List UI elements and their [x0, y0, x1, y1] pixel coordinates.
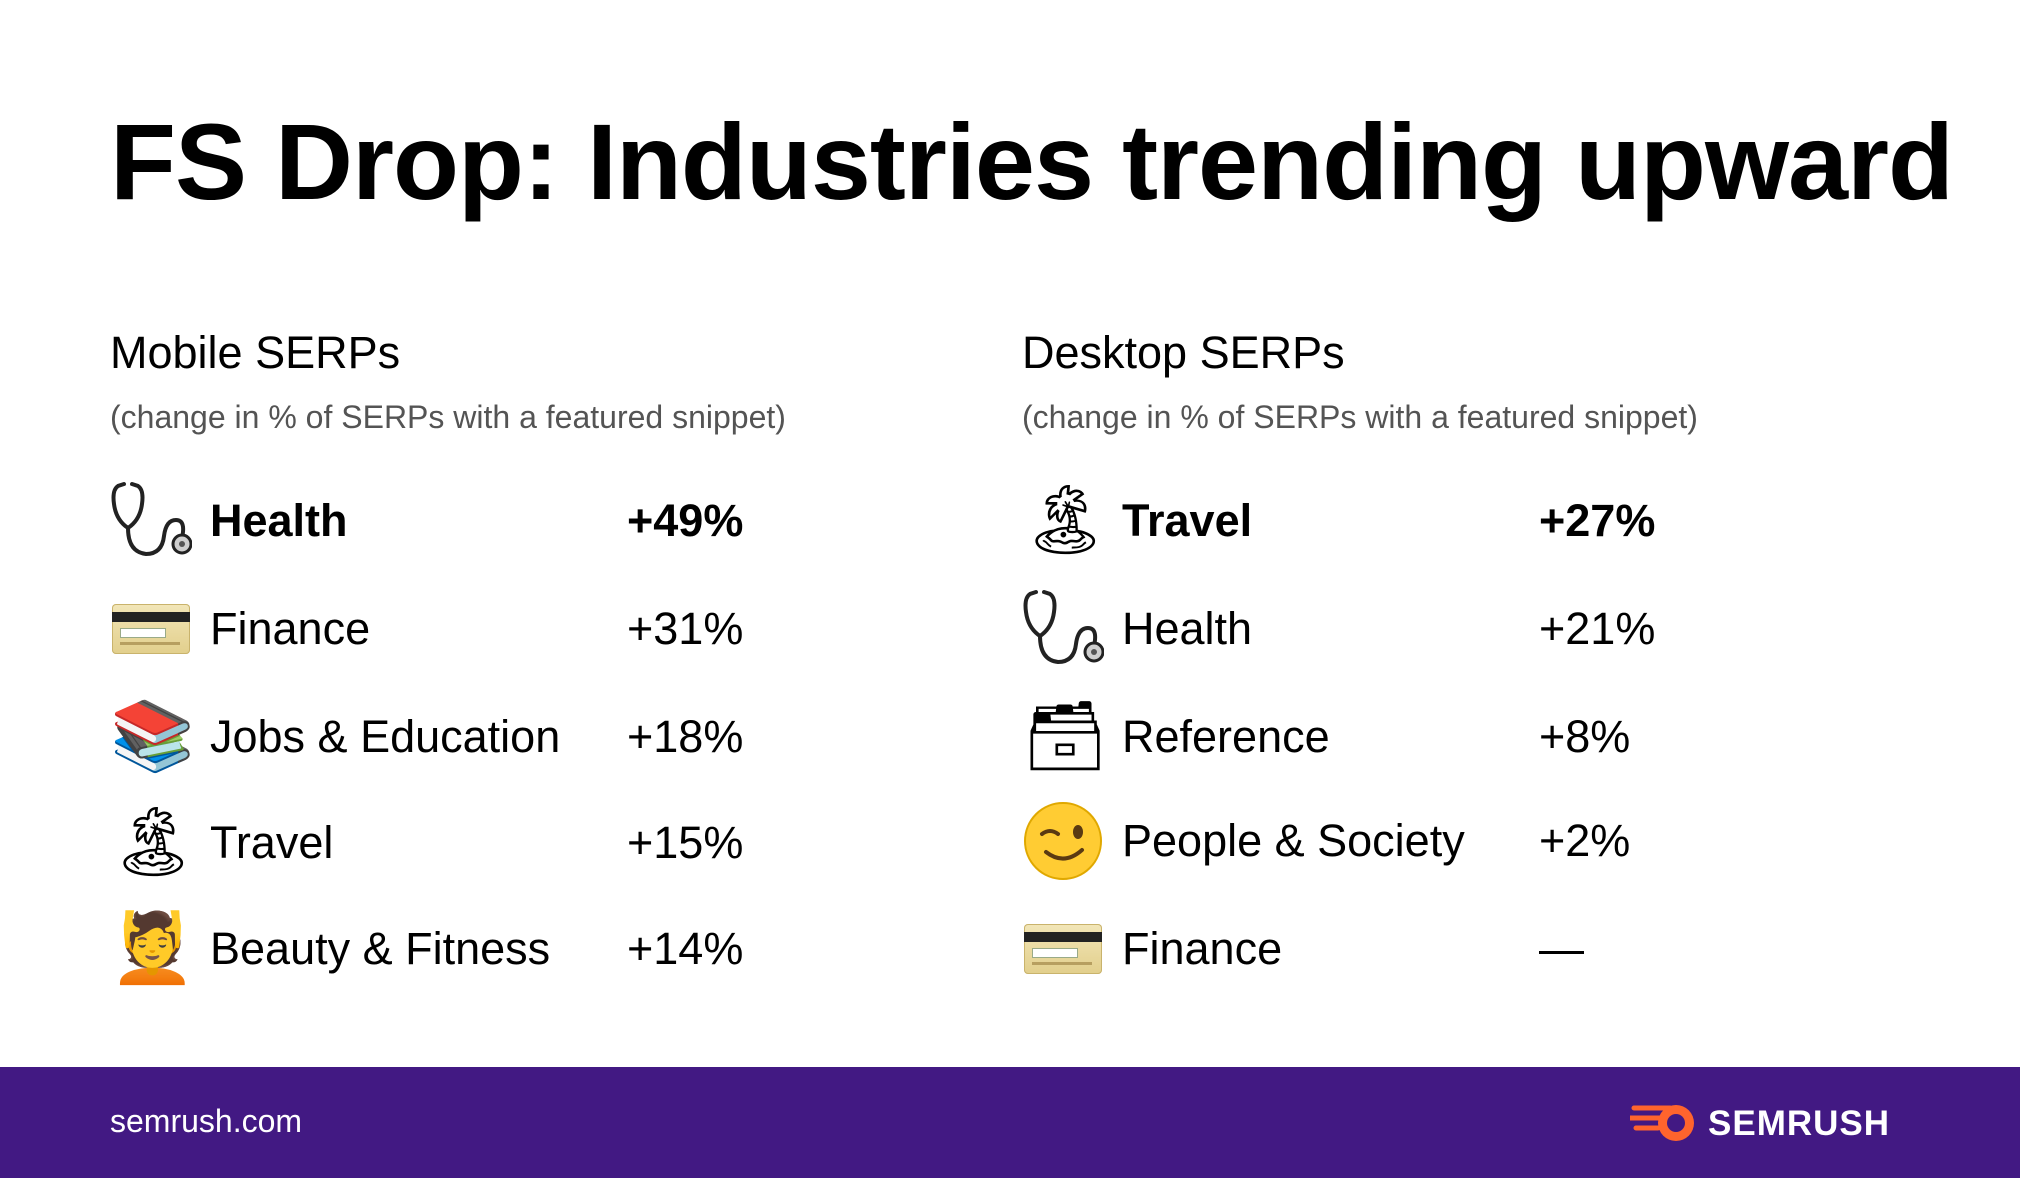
brand-logo[interactable]: SEMRUSH	[1630, 1100, 1910, 1146]
list-item: Finance +31%	[110, 588, 910, 678]
list-item: 🗃 Reference +8%	[1022, 696, 1822, 786]
row-value: +14%	[627, 923, 744, 974]
row-value: +18%	[627, 711, 744, 762]
list-item: 🏝 Travel +27%	[1022, 480, 1822, 570]
mobile-heading: Mobile SERPs	[110, 327, 401, 378]
row-value: —	[1539, 923, 1584, 974]
row-value: +27%	[1539, 495, 1656, 546]
row-label: Health	[1122, 603, 1253, 654]
row-label: Jobs & Education	[210, 711, 561, 762]
row-label: Finance	[210, 603, 371, 654]
row-label: Travel	[210, 817, 334, 868]
semrush-flame-icon	[1630, 1105, 1694, 1141]
beach-umbrella-icon: 🏝	[1022, 481, 1109, 560]
row-value: +2%	[1539, 815, 1631, 866]
list-item: 📚 Jobs & Education +18%	[110, 696, 910, 786]
row-label: Reference	[1122, 711, 1330, 762]
credit-card-icon	[110, 588, 192, 670]
row-label: Finance	[1122, 923, 1283, 974]
row-label: People & Society	[1122, 815, 1465, 866]
list-item: 🏝 Travel +15%	[110, 802, 910, 892]
list-item: 💆 Beauty & Fitness +14%	[110, 908, 910, 998]
desktop-heading: Desktop SERPs	[1022, 327, 1345, 378]
row-value: +21%	[1539, 603, 1656, 654]
card-file-box-icon: 🗃	[1022, 697, 1109, 776]
row-value: +8%	[1539, 711, 1631, 762]
page-title: FS Drop: Industries trending upward	[110, 101, 1954, 222]
list-item: Health +21%	[1022, 588, 1822, 678]
stethoscope-icon	[1022, 588, 1104, 670]
person-massage-icon: 💆	[110, 909, 195, 988]
footer-url[interactable]: semrush.com	[110, 1103, 303, 1139]
brand-name: SEMRUSH	[1708, 1104, 1891, 1143]
row-value: +15%	[627, 817, 744, 868]
mobile-subheading: (change in % of SERPs with a featured sn…	[110, 399, 786, 435]
winking-face-icon	[1022, 800, 1104, 882]
footer-bar: semrush.com SEMRUSH	[0, 1067, 2020, 1178]
list-item: Finance —	[1022, 908, 1822, 998]
row-value: +31%	[627, 603, 744, 654]
books-icon: 📚	[110, 697, 195, 776]
list-item: People & Society +2%	[1022, 800, 1822, 890]
row-value: +49%	[627, 495, 744, 546]
mobile-serps-column: Mobile SERPs (change in % of SERPs with …	[110, 327, 910, 988]
stethoscope-icon	[110, 480, 192, 562]
desktop-serps-column: Desktop SERPs (change in % of SERPs with…	[1022, 327, 1822, 974]
row-label: Health	[210, 495, 348, 546]
desktop-subheading: (change in % of SERPs with a featured sn…	[1022, 399, 1698, 435]
beach-umbrella-icon: 🏝	[110, 803, 197, 882]
list-item: Health +49%	[110, 480, 910, 570]
credit-card-icon	[1022, 908, 1104, 990]
row-label: Travel	[1122, 495, 1253, 546]
row-label: Beauty & Fitness	[210, 923, 551, 974]
